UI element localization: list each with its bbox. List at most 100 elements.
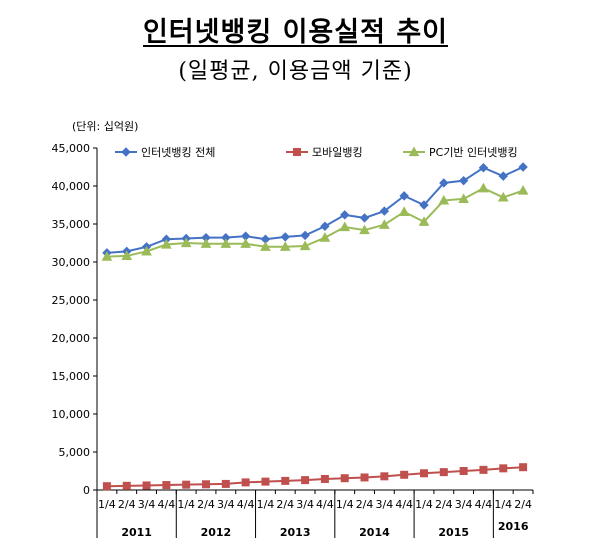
data-point [340, 210, 350, 220]
data-point [121, 250, 133, 261]
x-tick-label: 1/4 [415, 498, 433, 511]
data-point [281, 476, 290, 485]
series-line [106, 466, 524, 488]
data-point [458, 193, 469, 204]
data-point [301, 476, 310, 485]
chart-title: 인터넷뱅킹 이용실적 추이 [142, 17, 449, 48]
data-point [458, 175, 469, 186]
x-tick-label: 3/4 [455, 498, 473, 511]
x-tick-label: 2/4 [118, 498, 136, 511]
series-line [106, 187, 524, 258]
data-point [300, 230, 310, 241]
data-point [202, 480, 210, 489]
data-point [518, 162, 528, 172]
chart-axes: 0 5,000 10,000 15,000 20,000 25,000 30,000 35,0… [52, 142, 534, 539]
data-point [379, 219, 390, 229]
x-tick-label: 2/4 [356, 498, 374, 511]
unit-label: (단위: 십억원) [72, 120, 138, 133]
y-tick-label: 45,000 [52, 142, 91, 155]
x-tick-label: 3/4 [138, 498, 156, 511]
data-point [240, 238, 251, 248]
data-point [221, 479, 230, 488]
data-point [220, 238, 232, 248]
data-point [101, 251, 113, 261]
data-point [200, 238, 212, 248]
chart-legend: 인터넷뱅킹 전체 모바일뱅킹 PC기반 인터넷뱅킹 [115, 145, 518, 159]
data-point [379, 206, 390, 216]
data-point [320, 474, 329, 483]
data-point [439, 468, 448, 477]
y-tick-label: 15,000 [52, 370, 91, 383]
data-point [478, 163, 489, 173]
x-tick-label: 4/4 [237, 498, 255, 511]
year-label: 2015 [438, 526, 469, 539]
data-point [418, 216, 430, 226]
data-point [399, 191, 409, 201]
year-label: 2012 [201, 526, 232, 539]
x-tick-label: 3/4 [376, 498, 394, 511]
y-tick-label: 0 [83, 484, 90, 497]
data-point [398, 206, 410, 216]
data-point [102, 482, 111, 491]
data-point [280, 232, 290, 242]
legend-label: PC기반 인터넷뱅킹 [429, 146, 518, 159]
y-tick-label: 10,000 [52, 408, 91, 421]
data-point [161, 238, 172, 249]
x-tick-label: 1/4 [98, 498, 116, 511]
data-point [479, 465, 488, 474]
y-tick-label: 25,000 [52, 294, 91, 307]
data-point [241, 478, 250, 487]
y-tick-label: 20,000 [52, 332, 91, 345]
data-point [279, 241, 291, 251]
year-label: 2011 [121, 526, 152, 539]
x-tick-label: 4/4 [316, 498, 334, 511]
data-point [141, 245, 152, 256]
legend-item: 인터넷뱅킹 전체 [115, 146, 215, 159]
data-point [121, 147, 131, 157]
data-point [319, 232, 331, 242]
chart-series [101, 162, 529, 491]
data-point [420, 469, 428, 478]
data-point [360, 473, 369, 482]
series-line [106, 166, 524, 254]
data-point [142, 481, 151, 490]
x-tick-label: 2/4 [276, 498, 294, 511]
x-tick-label: 4/4 [395, 498, 413, 511]
year-label: 2013 [280, 526, 311, 539]
data-point [182, 480, 191, 489]
data-point [408, 146, 420, 157]
data-point [499, 464, 508, 473]
data-point [359, 213, 370, 223]
data-point [320, 221, 330, 231]
x-tick-label: 1/4 [336, 498, 354, 511]
x-tick-label: 1/4 [177, 498, 195, 511]
y-tick-label: 30,000 [52, 256, 91, 269]
data-point [261, 477, 270, 486]
x-tick-label: 3/4 [296, 498, 314, 511]
data-point [438, 194, 450, 205]
data-point [180, 237, 192, 248]
series-group [101, 182, 529, 261]
x-tick-label: 1/4 [257, 498, 275, 511]
year-label: 2016 [498, 520, 529, 533]
legend-label: 인터넷뱅킹 전체 [141, 146, 215, 159]
x-tick-label: 3/4 [217, 498, 235, 511]
data-point [293, 148, 301, 156]
y-tick-label: 40,000 [52, 180, 91, 193]
chart-subtitle: (일평균, 이용금액 기준) [178, 59, 413, 84]
data-point [400, 470, 409, 479]
legend-item: PC기반 인터넷뱅킹 [403, 146, 518, 159]
y-tick-label: 5,000 [59, 446, 91, 459]
series-group [102, 463, 528, 491]
data-point [478, 182, 489, 193]
legend-item: 모바일뱅킹 [286, 145, 363, 159]
data-point [459, 467, 468, 475]
data-point [340, 474, 349, 483]
data-point [439, 178, 449, 188]
data-point [299, 240, 311, 251]
data-point [517, 185, 529, 195]
data-point [380, 472, 389, 481]
data-point [497, 191, 509, 202]
data-point [359, 224, 370, 235]
